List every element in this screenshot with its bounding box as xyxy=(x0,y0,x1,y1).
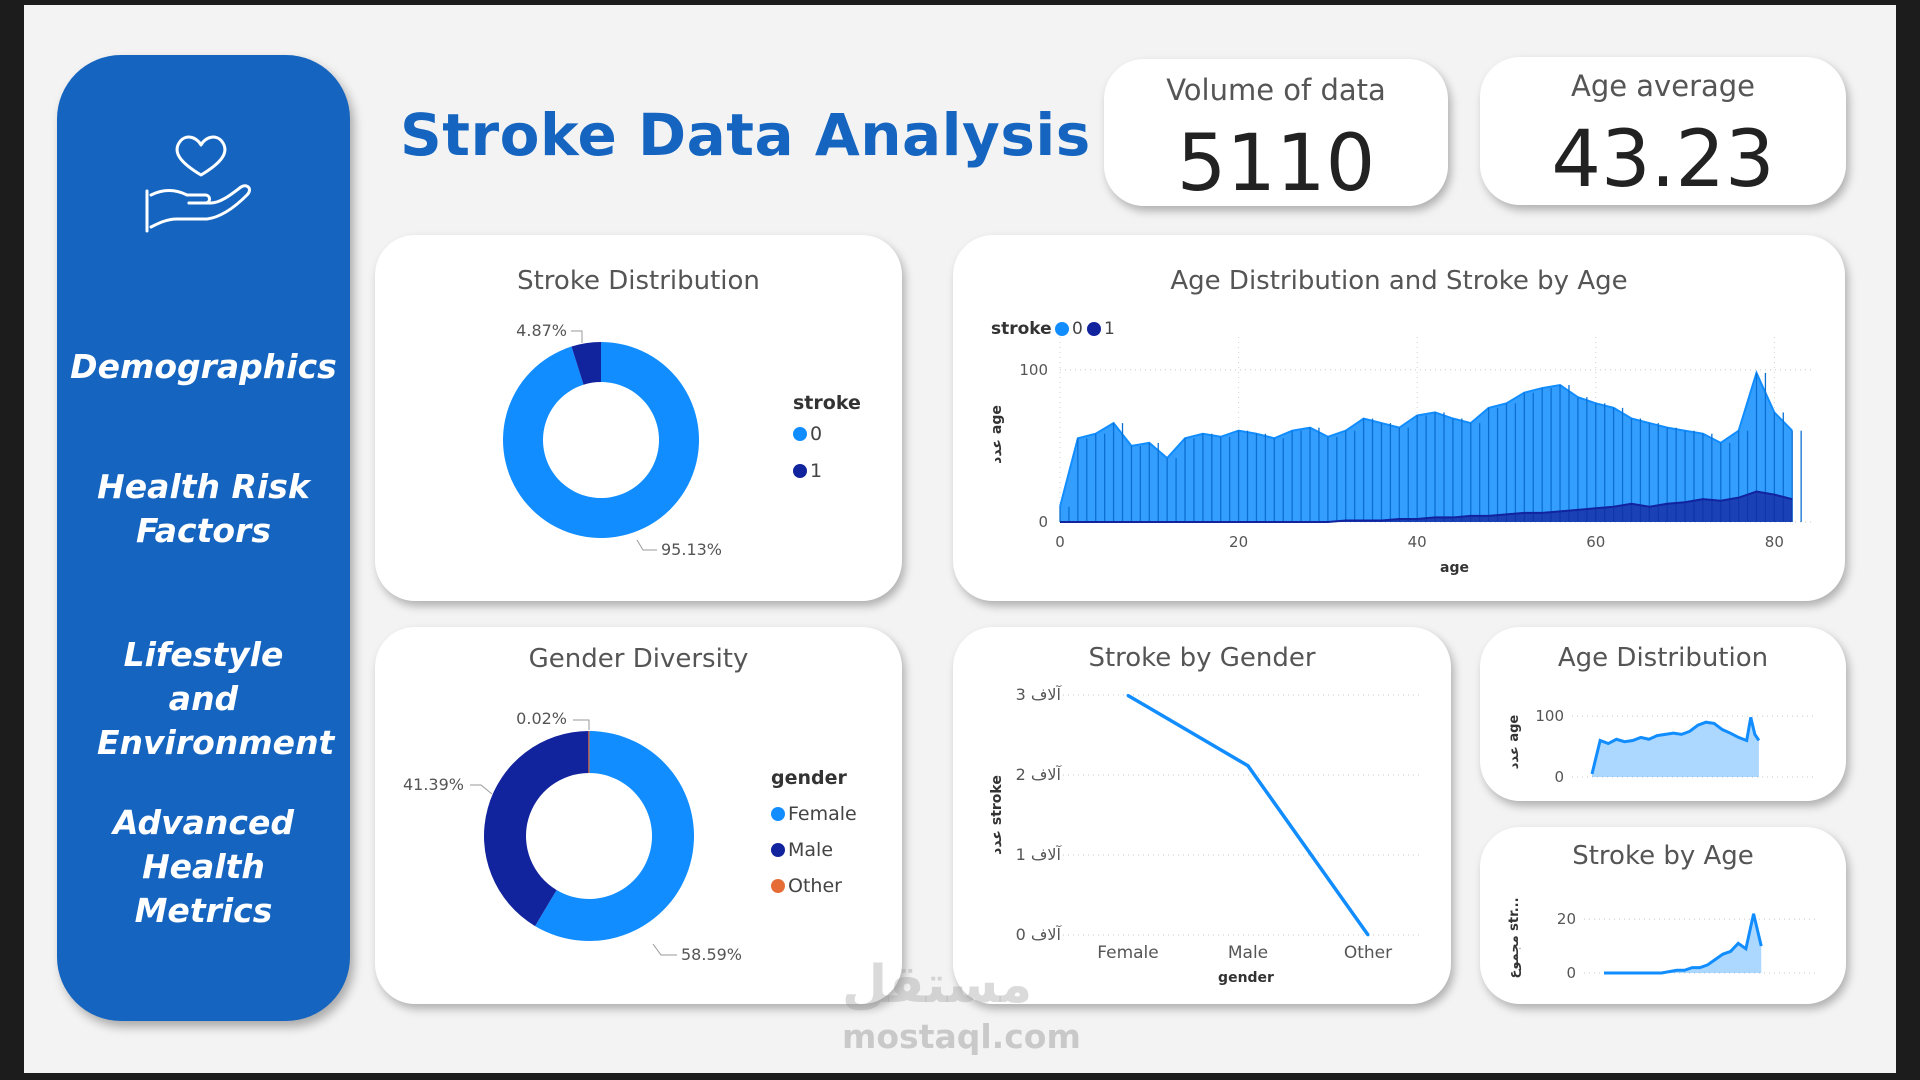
legend-item-other[interactable]: Other xyxy=(771,875,842,897)
series-area xyxy=(1604,913,1762,973)
stroke-by-age-card: Stroke by Age 0 20 مجموع str... xyxy=(1480,827,1846,1004)
data-label-Male: 41.39% xyxy=(403,775,464,794)
legend-item-female[interactable]: Female xyxy=(771,803,857,825)
y-axis-label: مجموع str... xyxy=(1507,897,1522,978)
y-axis-label: عدد age xyxy=(989,405,1005,464)
series-line xyxy=(1590,716,1761,775)
leader-line xyxy=(573,719,590,730)
gender-donut-chart: 58.59% 41.39% 0.02% xyxy=(403,709,742,964)
legend-item-0[interactable]: 0 xyxy=(793,423,822,445)
stroke-distribution-card: Stroke Distribution 95.13% 4.87% stroke 0… xyxy=(375,235,902,601)
y-tick-label: 0 آلاف xyxy=(1016,925,1063,944)
dashboard-canvas: Demographics Health Risk Factors Lifesty… xyxy=(24,5,1896,1073)
x-axis-label: age xyxy=(1440,560,1469,576)
stroke-by-age-area-chart: 0 20 مجموع str... xyxy=(1507,897,1817,982)
chart-title: Stroke Distribution xyxy=(517,266,760,296)
age-distribution-card: Age Distribution 0 100 عدد age xyxy=(1480,627,1846,801)
leader-line xyxy=(636,539,657,551)
page-title: Stroke Data Analysis xyxy=(400,101,1091,169)
series-line xyxy=(1604,913,1763,975)
slice-1 xyxy=(571,342,601,385)
x-tick-label: 60 xyxy=(1586,533,1605,551)
legend-title: stroke xyxy=(991,319,1052,339)
gender-diversity-card: Gender Diversity 58.59% 41.39% 0.02% gende… xyxy=(375,627,902,1004)
x-tick-label: Other xyxy=(1344,943,1392,963)
legend-item-male[interactable]: Male xyxy=(771,839,833,861)
y-axis-label: عدد stroke xyxy=(989,775,1005,855)
data-label-0: 95.13% xyxy=(661,540,722,559)
stroke-gender-line-chart: 0 آلاف 1 آلاف 2 آلاف 3 آلاف Female Male Other g… xyxy=(989,685,1423,986)
sidebar: Demographics Health Risk Factors Lifesty… xyxy=(57,55,350,1021)
nav-demographics[interactable]: Demographics xyxy=(70,347,337,386)
watermark-logo: مستقل xyxy=(842,955,1033,1015)
y-tick-label: 2 آلاف xyxy=(1016,765,1063,784)
x-tick-label: 0 xyxy=(1055,533,1065,551)
chart-title: Stroke by Gender xyxy=(1088,643,1316,673)
age-distribution-area-chart: 0 100 عدد age xyxy=(1507,707,1815,786)
data-label-1: 4.87% xyxy=(516,321,567,340)
kpi-volume-label: Volume of data xyxy=(1166,73,1386,107)
y-tick-label: 1 آلاف xyxy=(1016,845,1063,864)
y-tick-label: 100 xyxy=(1019,361,1048,379)
y-axis-label: عدد age xyxy=(1507,715,1522,770)
series-area xyxy=(1592,717,1759,777)
data-label-Other: 0.02% xyxy=(516,709,567,728)
slice-Male xyxy=(484,731,589,927)
kpi-age-label: Age average xyxy=(1570,69,1756,103)
x-tick-label: Female xyxy=(1097,943,1158,963)
legend-item-0[interactable]: 0 xyxy=(1055,319,1083,339)
series-line-1 xyxy=(1060,490,1793,523)
kpi-volume-card: Volume of data 5110 xyxy=(1104,59,1448,209)
kpi-age-value: 43.23 xyxy=(1551,115,1775,205)
nav-health-risk-factors[interactable]: Health Risk Factors xyxy=(97,467,310,550)
y-tick-label: 0 xyxy=(1038,513,1048,531)
x-tick-label: 40 xyxy=(1408,533,1427,551)
y-tick-label: 0 xyxy=(1554,768,1564,786)
point-Female xyxy=(1126,693,1130,697)
y-tick-label: 100 xyxy=(1535,707,1564,725)
kpi-volume-value: 5110 xyxy=(1176,119,1376,209)
data-label-Female: 58.59% xyxy=(681,945,742,964)
chart-title: Gender Diversity xyxy=(528,644,749,674)
age-stroke-card: Age Distribution and Stroke by Age strok… xyxy=(953,235,1845,601)
slice-0 xyxy=(503,342,700,538)
nav-lifestyle-environment[interactable]: Lifestyle and Environment xyxy=(97,635,335,762)
chart-title: Age Distribution xyxy=(1557,643,1769,673)
series-area-1 xyxy=(1060,491,1793,522)
leader-line xyxy=(571,330,583,343)
legend-item-1[interactable]: 1 xyxy=(1087,319,1115,339)
nav-advanced-health-metrics[interactable]: Advanced Health Metrics xyxy=(113,803,294,930)
slice-Female xyxy=(535,731,695,941)
heart-in-hand-icon xyxy=(145,135,251,233)
point-Other xyxy=(1366,933,1370,937)
chart-title: Stroke by Age xyxy=(1572,841,1754,871)
legend-item-1[interactable]: 1 xyxy=(793,460,822,482)
x-tick-label: 80 xyxy=(1765,533,1784,551)
y-tick-label: 20 xyxy=(1557,910,1576,928)
age-stroke-area-chart: 0 20 40 60 80 0 100 age عدد age xyxy=(989,337,1813,576)
legend-title: stroke xyxy=(793,392,861,414)
chart-title: Age Distribution and Stroke by Age xyxy=(1170,266,1628,296)
series-line xyxy=(1127,693,1370,936)
kpi-age-card: Age average 43.23 xyxy=(1480,57,1846,205)
legend-title: gender xyxy=(771,767,847,789)
leader-line xyxy=(652,943,677,956)
stroke-donut-chart: 95.13% 4.87% xyxy=(503,321,722,559)
watermark-site: mostaql.com xyxy=(842,1017,1081,1056)
x-tick-label: Male xyxy=(1228,943,1268,963)
x-tick-label: 20 xyxy=(1229,533,1248,551)
stroke-by-gender-card: Stroke by Gender 0 آلاف 1 آلاف 2 آلاف 3 آلا… xyxy=(953,627,1451,1004)
point-Male xyxy=(1246,764,1250,768)
y-tick-label: 0 xyxy=(1566,964,1576,982)
series-line-0 xyxy=(1059,370,1793,508)
leader-line xyxy=(470,784,493,795)
x-axis-label: gender xyxy=(1218,970,1274,986)
y-tick-label: 3 آلاف xyxy=(1016,685,1063,704)
